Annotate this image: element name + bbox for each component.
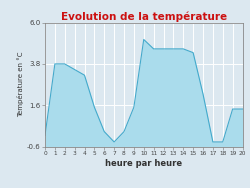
Title: Evolution de la température: Evolution de la température (61, 11, 227, 22)
Y-axis label: Température en °C: Température en °C (17, 52, 24, 117)
X-axis label: heure par heure: heure par heure (105, 159, 182, 168)
